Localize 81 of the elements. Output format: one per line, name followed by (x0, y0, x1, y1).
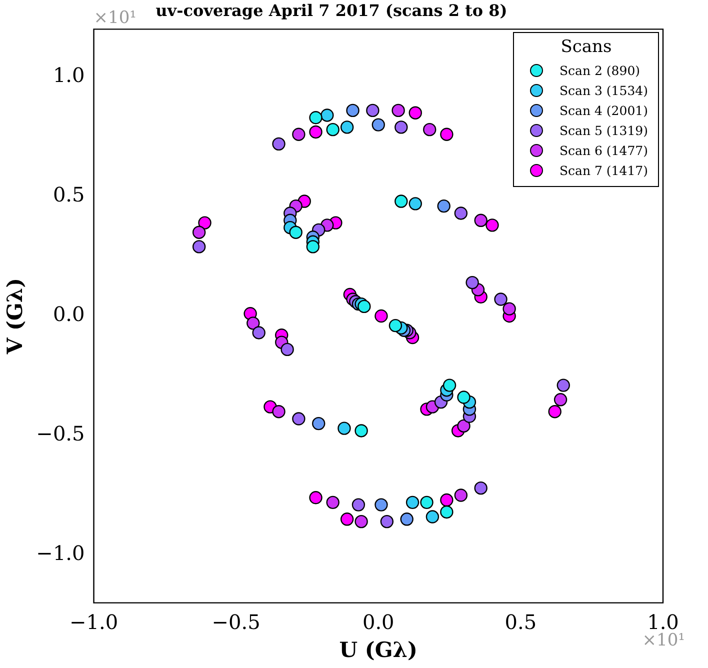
legend-title: Scans (560, 37, 613, 58)
point (354, 424, 368, 438)
point (366, 104, 380, 118)
point (394, 120, 408, 134)
point (246, 316, 260, 330)
point (292, 412, 306, 426)
point (554, 393, 568, 406)
point (374, 498, 388, 512)
point (372, 118, 385, 132)
y-axis-title: V (Gλ) (2, 278, 28, 356)
point (280, 342, 294, 356)
x-axis-title: U (Gλ) (339, 636, 418, 662)
point (454, 206, 468, 220)
legend-label: Scan 3 (1534) (559, 82, 648, 98)
y-tick-label: 0.5 (52, 182, 85, 207)
point (309, 491, 322, 504)
x-tick-label: −0.5 (212, 610, 260, 634)
legend-label: Scan 6 (1477) (559, 142, 648, 158)
point (437, 199, 450, 213)
x-tick-label: 0.5 (504, 610, 537, 634)
point (340, 512, 354, 526)
point (312, 416, 326, 430)
point (192, 240, 206, 254)
point (474, 214, 488, 227)
x-tick-label: −1.0 (69, 610, 118, 634)
point (502, 302, 516, 316)
chart-title: uv-coverage April 7 2017 (scans 2 to 8) (156, 0, 508, 20)
point (306, 240, 320, 254)
point (454, 488, 468, 502)
point (340, 120, 354, 134)
point (346, 104, 360, 118)
point (354, 514, 368, 528)
point (457, 419, 470, 433)
point (426, 510, 440, 524)
y-tick-label: −1.0 (36, 541, 85, 566)
point (326, 496, 340, 510)
point (192, 226, 206, 239)
point (457, 390, 470, 404)
point (309, 111, 322, 124)
point (494, 292, 508, 306)
y-tick-label: 0.0 (52, 302, 85, 326)
point (320, 108, 334, 122)
point (442, 378, 456, 392)
point (352, 498, 366, 512)
point (406, 496, 420, 510)
point (198, 216, 212, 230)
point (548, 405, 562, 418)
point (358, 300, 371, 314)
point (408, 197, 422, 210)
point (392, 104, 405, 118)
point (440, 128, 454, 141)
point (408, 106, 422, 120)
point (400, 512, 414, 526)
y-tick-label: −0.5 (36, 422, 85, 446)
point (292, 128, 306, 141)
point (556, 378, 570, 392)
x-tick-label: 0.0 (362, 610, 394, 634)
point (338, 422, 351, 435)
point (326, 122, 340, 136)
point (474, 481, 488, 495)
point (440, 493, 454, 507)
point (289, 226, 302, 239)
point (440, 505, 454, 519)
point (420, 496, 434, 510)
legend-label: Scan 7 (1417) (559, 162, 648, 178)
legend-label: Scan 2 (890) (559, 62, 640, 78)
legend-label: Scan 5 (1319) (559, 122, 648, 138)
point (252, 326, 266, 340)
point (374, 309, 388, 323)
point (388, 318, 402, 332)
point (423, 122, 436, 136)
point (272, 405, 286, 418)
text: ×10¹ (94, 8, 136, 28)
point (309, 125, 322, 139)
point (272, 137, 286, 151)
point (466, 276, 479, 290)
legend-label: Scan 4 (2001) (559, 102, 648, 118)
point (486, 218, 499, 232)
point (380, 514, 394, 528)
y-tick-label: 1.0 (52, 63, 85, 88)
point (394, 194, 408, 208)
